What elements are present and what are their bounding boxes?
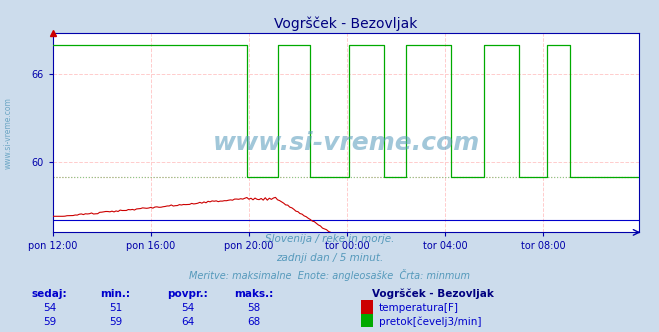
Text: Slovenija / reke in morje.: Slovenija / reke in morje.	[265, 234, 394, 244]
Text: min.:: min.:	[100, 289, 130, 299]
Text: 54: 54	[43, 303, 56, 313]
Text: maks.:: maks.:	[234, 289, 273, 299]
Text: 51: 51	[109, 303, 122, 313]
Text: Vogršček - Bezovljak: Vogršček - Bezovljak	[372, 289, 494, 299]
Text: zadnji dan / 5 minut.: zadnji dan / 5 minut.	[276, 253, 383, 263]
Text: povpr.:: povpr.:	[167, 289, 208, 299]
Text: 59: 59	[109, 317, 122, 327]
Text: Meritve: maksimalne  Enote: angleosaške  Črta: minmum: Meritve: maksimalne Enote: angleosaške Č…	[189, 269, 470, 281]
Text: sedaj:: sedaj:	[32, 289, 67, 299]
Text: 59: 59	[43, 317, 56, 327]
Text: 68: 68	[247, 317, 260, 327]
Text: temperatura[F]: temperatura[F]	[379, 303, 459, 313]
Text: www.si-vreme.com: www.si-vreme.com	[212, 131, 480, 155]
Text: 64: 64	[181, 317, 194, 327]
Text: pretok[čevelj3/min]: pretok[čevelj3/min]	[379, 316, 482, 327]
Text: www.si-vreme.com: www.si-vreme.com	[4, 97, 13, 169]
Title: Vogršček - Bezovljak: Vogršček - Bezovljak	[274, 16, 418, 31]
Text: 58: 58	[247, 303, 260, 313]
Text: 54: 54	[181, 303, 194, 313]
